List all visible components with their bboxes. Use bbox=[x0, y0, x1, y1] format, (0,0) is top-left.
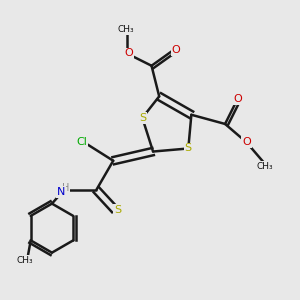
Text: CH₃: CH₃ bbox=[117, 25, 134, 34]
Text: S: S bbox=[185, 143, 192, 154]
Text: S: S bbox=[139, 113, 146, 123]
Text: O: O bbox=[233, 94, 242, 104]
Text: O: O bbox=[124, 49, 133, 58]
Text: CH₃: CH₃ bbox=[16, 256, 33, 265]
Text: N: N bbox=[57, 187, 65, 197]
Text: O: O bbox=[172, 45, 180, 56]
Text: O: O bbox=[242, 137, 251, 147]
Text: Cl: Cl bbox=[76, 137, 87, 147]
Text: S: S bbox=[114, 205, 122, 215]
Text: H: H bbox=[62, 183, 69, 193]
Text: CH₃: CH₃ bbox=[256, 162, 273, 171]
